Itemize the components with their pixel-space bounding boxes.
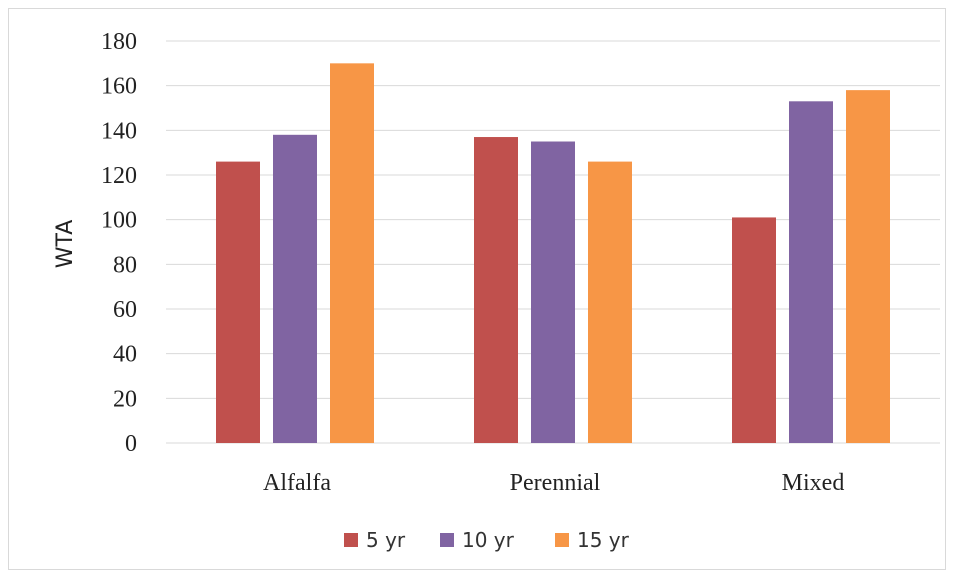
bar-5yr-perennial (474, 137, 518, 444)
bar-15yr-mixed (846, 90, 890, 443)
y-tick-label: 0 (125, 431, 137, 457)
y-tick-label: 20 (113, 386, 137, 412)
bar-10yr-perennial (531, 141, 575, 443)
legend-label: 5 yr (366, 528, 406, 552)
y-tick-label: 80 (113, 252, 137, 278)
bar-15yr-alfalfa (330, 63, 374, 443)
y-tick-label: 180 (101, 29, 137, 55)
y-tick-label: 60 (113, 297, 137, 323)
y-tick-label: 40 (113, 342, 137, 368)
legend-swatch (344, 533, 358, 547)
bars (216, 63, 890, 444)
legend-label: 15 yr (577, 528, 630, 552)
y-axis-title: WTA (53, 220, 78, 269)
bar-5yr-alfalfa (216, 161, 260, 443)
legend-label: 10 yr (462, 528, 515, 552)
x-category-label: Perennial (510, 470, 601, 496)
bar-10yr-mixed (789, 101, 833, 444)
bar-5yr-mixed (732, 217, 776, 443)
y-axis-ticks: 0 20 40 60 80 100 120 140 160 180 (101, 29, 137, 457)
y-tick-label: 100 (101, 208, 137, 234)
y-tick-label: 120 (101, 163, 137, 189)
legend-swatch (555, 533, 569, 547)
y-tick-label: 160 (101, 74, 137, 100)
y-tick-label: 140 (101, 118, 137, 144)
x-category-label: Mixed (782, 470, 845, 496)
x-category-label: Alfalfa (263, 470, 331, 496)
bar-15yr-perennial (588, 161, 632, 443)
bar-10yr-alfalfa (273, 134, 317, 444)
x-axis-categories: Alfalfa Perennial Mixed (263, 470, 844, 496)
legend-swatch (440, 533, 454, 547)
legend: 5 yr 10 yr 15 yr (344, 528, 630, 552)
